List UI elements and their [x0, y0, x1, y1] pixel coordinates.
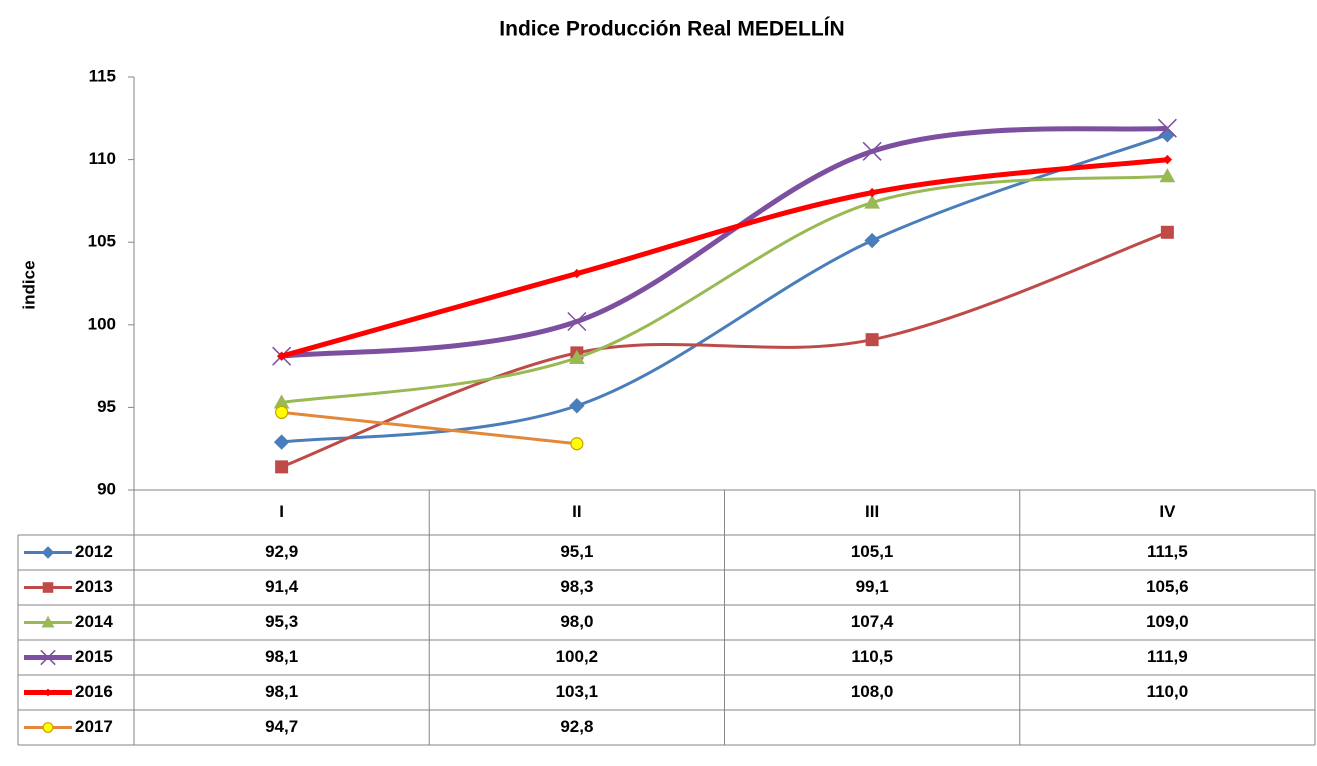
series-line — [280, 157, 1168, 359]
marker — [1162, 154, 1173, 165]
y-tick-label: 105 — [88, 232, 116, 251]
marker — [570, 437, 584, 451]
series-line — [281, 410, 578, 446]
data-table-value: 94,7 — [265, 717, 298, 736]
marker — [865, 333, 879, 347]
legend-label: 2013 — [75, 577, 113, 596]
y-tick-label: 115 — [89, 66, 116, 85]
data-table-value: 103,1 — [556, 682, 599, 701]
x-tick-label: III — [865, 502, 879, 521]
y-tick-label: 95 — [97, 397, 116, 416]
marker — [862, 141, 882, 161]
marker — [276, 351, 287, 361]
data-table-value: 111,5 — [1147, 542, 1188, 561]
series-line — [281, 125, 1168, 359]
y-tick-label: 90 — [97, 479, 116, 498]
marker — [41, 546, 55, 559]
data-table-value: 98,1 — [265, 682, 298, 701]
legend-label: 2012 — [75, 542, 113, 561]
marker — [41, 615, 55, 628]
data-table-value: 105,6 — [1146, 577, 1189, 596]
x-tick-label: IV — [1159, 502, 1176, 521]
marker — [864, 194, 880, 209]
data-table-value: 95,1 — [560, 542, 593, 561]
marker — [867, 187, 877, 198]
marker — [273, 434, 290, 450]
data-table-value: 108,0 — [851, 682, 894, 701]
data-table-value: 105,1 — [851, 542, 894, 561]
legend-label: 2016 — [75, 682, 113, 701]
data-table-value: 95,3 — [265, 612, 298, 631]
legend-label: 2017 — [75, 717, 113, 736]
data-table-value: 99,1 — [856, 577, 889, 596]
data-table-value: 91,4 — [265, 577, 299, 596]
data-table-value: 98,1 — [265, 647, 298, 666]
data-table-value: 107,4 — [851, 612, 894, 631]
marker — [275, 460, 289, 474]
data-table-value: 110,0 — [1147, 682, 1189, 701]
marker — [1159, 168, 1176, 183]
marker — [40, 649, 56, 666]
data-table-value: 111,9 — [1147, 647, 1188, 666]
legend-label: 2014 — [75, 612, 113, 631]
data-table-value: 92,8 — [560, 717, 593, 736]
x-tick-label: I — [279, 502, 284, 521]
marker — [1157, 118, 1177, 138]
marker — [864, 232, 880, 249]
series-line — [281, 174, 1168, 404]
data-table-value: 98,0 — [560, 612, 593, 631]
marker — [275, 405, 289, 419]
data-table-value: 92,9 — [265, 542, 298, 561]
marker — [569, 398, 585, 414]
y-tick-label: 110 — [89, 149, 116, 168]
marker — [1160, 225, 1174, 239]
x-tick-label: II — [572, 502, 581, 521]
marker — [567, 311, 587, 332]
data-table-value: 109,0 — [1146, 612, 1189, 631]
chart-title: Indice Producción Real MEDELLÍN — [499, 18, 844, 41]
series-line — [281, 230, 1168, 469]
legend-label: 2015 — [75, 647, 113, 666]
marker — [42, 582, 54, 593]
y-axis-label: indice — [19, 260, 38, 309]
data-table-value: 110,5 — [851, 647, 893, 666]
marker — [572, 268, 582, 279]
marker — [44, 688, 52, 697]
marker — [42, 722, 54, 733]
data-table-value: 98,3 — [560, 577, 593, 596]
data-table-value: 100,2 — [556, 647, 599, 666]
marker — [569, 349, 585, 364]
y-tick-label: 100 — [88, 314, 116, 333]
